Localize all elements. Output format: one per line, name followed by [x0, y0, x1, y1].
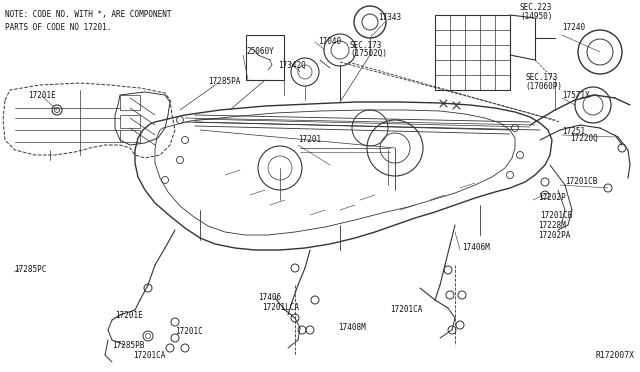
Text: SEC.223: SEC.223	[520, 3, 552, 13]
Text: 17406: 17406	[258, 294, 281, 302]
Text: SEC.173: SEC.173	[525, 74, 557, 83]
Text: 17220Q: 17220Q	[570, 134, 598, 142]
Text: 17201CA: 17201CA	[133, 352, 165, 360]
Text: 17285PC: 17285PC	[14, 266, 46, 275]
Text: 17251: 17251	[562, 128, 585, 137]
Text: 17201C: 17201C	[175, 327, 203, 337]
Text: 25060Y: 25060Y	[246, 48, 274, 57]
Text: (17060P): (17060P)	[525, 81, 562, 90]
Text: 17201CB: 17201CB	[565, 177, 597, 186]
Text: 17201LCA: 17201LCA	[262, 304, 299, 312]
Text: 17201E: 17201E	[115, 311, 143, 321]
Text: 17342Q: 17342Q	[278, 61, 306, 70]
Text: 17285PB: 17285PB	[112, 340, 145, 350]
Text: (14950): (14950)	[520, 12, 552, 20]
Text: 17408M: 17408M	[338, 324, 365, 333]
Text: 17240: 17240	[562, 23, 585, 32]
Text: 17201CB: 17201CB	[540, 211, 572, 219]
Text: 17202PA: 17202PA	[538, 231, 570, 241]
Text: 17571X: 17571X	[562, 90, 589, 99]
Text: R172007X: R172007X	[596, 351, 635, 360]
Text: (17502Q): (17502Q)	[350, 48, 387, 58]
Text: SEC.173: SEC.173	[350, 41, 382, 49]
Text: 17201E: 17201E	[28, 92, 56, 100]
Text: 17343: 17343	[378, 13, 401, 22]
Text: 17406M: 17406M	[462, 244, 490, 253]
Text: 17040: 17040	[318, 38, 341, 46]
Text: 17201CA: 17201CA	[390, 305, 422, 314]
Text: 17228M: 17228M	[538, 221, 566, 231]
Text: 17201: 17201	[298, 135, 321, 144]
Text: NOTE: CODE NO. WITH *, ARE COMPONENT
PARTS OF CODE NO 17201.: NOTE: CODE NO. WITH *, ARE COMPONENT PAR…	[5, 10, 172, 32]
Text: 17202P: 17202P	[538, 193, 566, 202]
Text: 17285PA: 17285PA	[208, 77, 241, 87]
